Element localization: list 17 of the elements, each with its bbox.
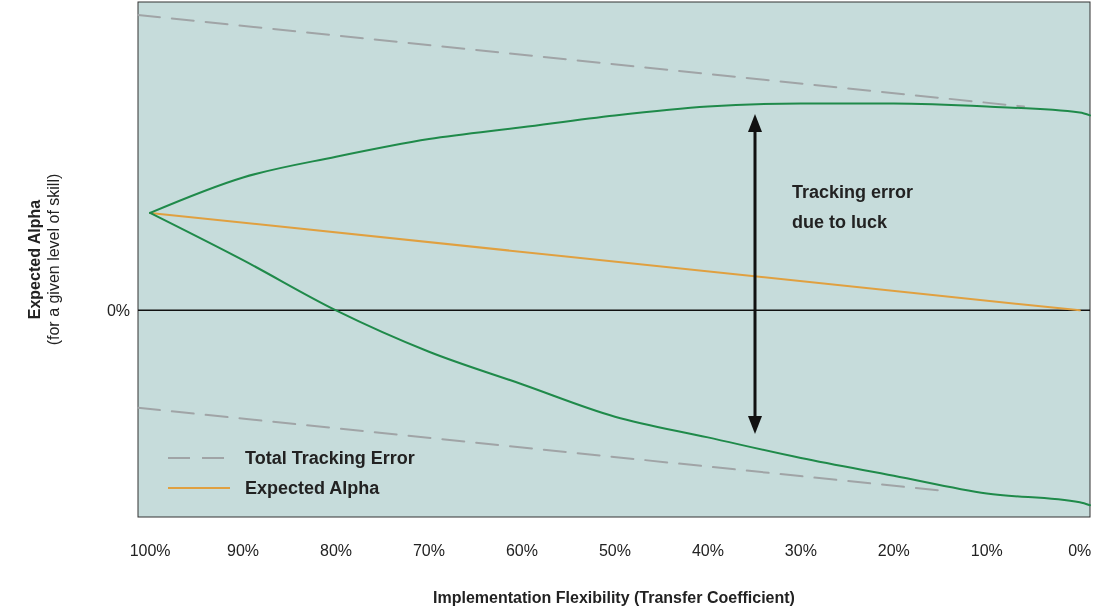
x-tick-label: 20% xyxy=(877,542,910,559)
annotation: Tracking error due to luck xyxy=(792,182,914,232)
ref-line-label: 0% xyxy=(106,301,130,319)
x-tick-label: 90% xyxy=(227,542,260,559)
x-tick-label: 40% xyxy=(691,542,724,559)
legend-label: Expected Alpha xyxy=(245,478,381,499)
x-tick-label: 60% xyxy=(505,542,538,559)
x-tick-label: 30% xyxy=(784,542,817,559)
x-tick-label: 0% xyxy=(1068,542,1092,559)
x-tick-label: 100% xyxy=(129,542,171,559)
x-tick-label: 10% xyxy=(970,542,1003,559)
x-tick-label: 80% xyxy=(320,542,353,559)
x-axis-title: Implementation Flexibility (Transfer Coefficient) xyxy=(433,589,795,606)
legend-label: Total Tracking Error xyxy=(245,448,415,469)
x-tick-label: 70% xyxy=(412,542,446,559)
x-tick-label: 50% xyxy=(598,542,631,559)
y-axis-title: Expected Alpha (for a given level of skill) xyxy=(26,173,62,346)
